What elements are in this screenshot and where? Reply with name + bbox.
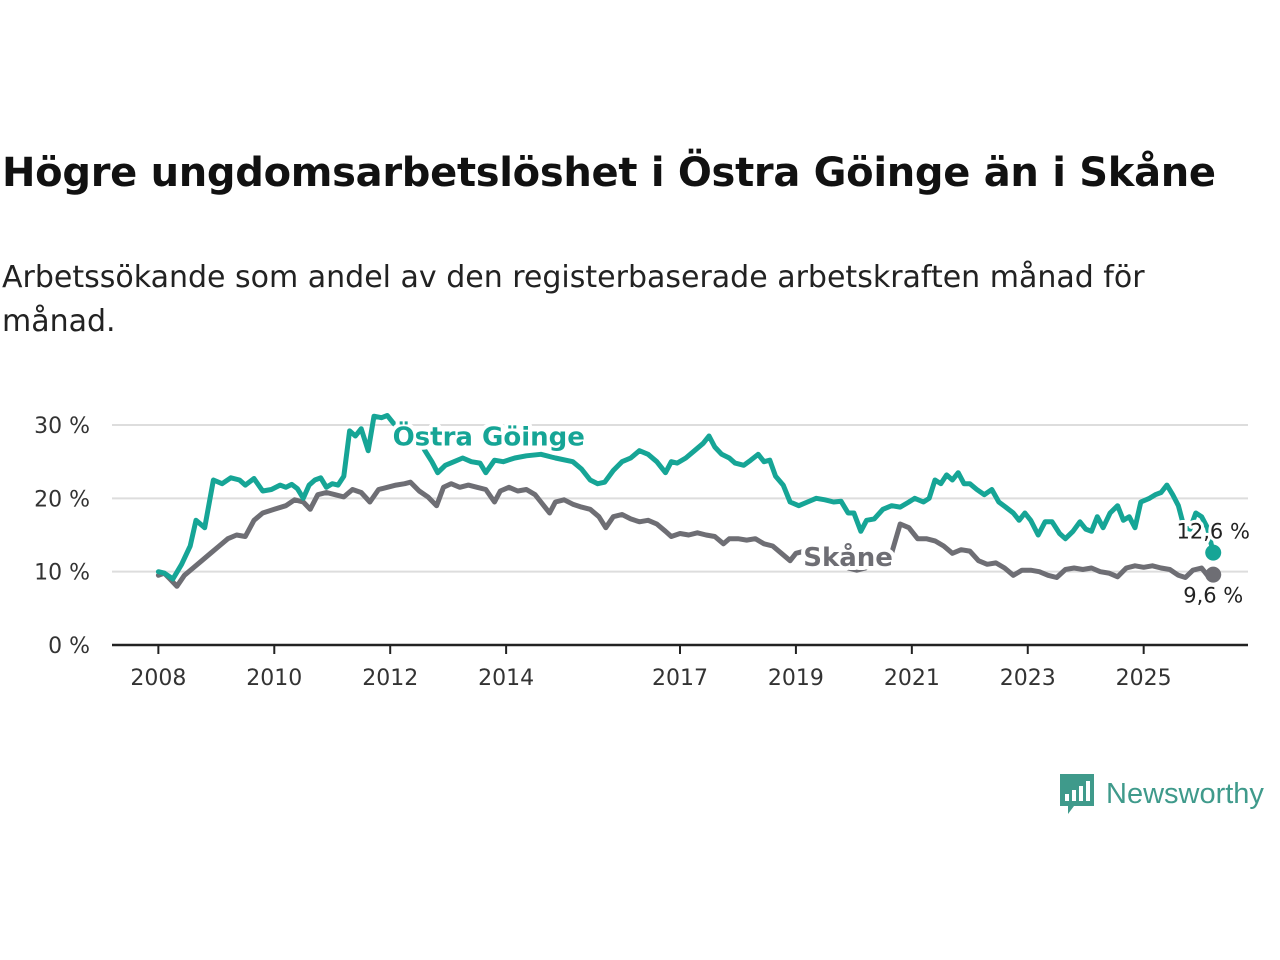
x-tick-label: 2008 [130, 666, 186, 691]
y-tick-label: 20 % [34, 487, 90, 512]
x-tick-label: 2014 [478, 666, 534, 691]
end-value-label-skane: 9,6 % [1183, 584, 1243, 608]
end-point-skane [1205, 566, 1222, 583]
newsworthy-logo-text: Newsworthy [1106, 777, 1264, 810]
y-axis-ticks: 0 % 10 % 20 % 30 % [34, 414, 90, 659]
newsworthy-logo-icon [1060, 774, 1094, 814]
x-tick-label: 2012 [362, 666, 418, 691]
series-lines [155, 413, 1222, 589]
line-chart: 0 % 10 % 20 % 30 % 2008 2010 2012 2014 2017 2019… [34, 413, 1253, 691]
x-tick-label: 2010 [246, 666, 302, 691]
x-tick-label: 2019 [768, 666, 824, 691]
chart-title: Högre ungdomsarbetslöshet i Östra Göinge… [2, 150, 1216, 196]
series-line-ostra-goinge [155, 413, 1216, 582]
series-labels: Östra Göinge Skåne 12,6 % 9,6 % [389, 416, 1253, 611]
series-label-ostra-goinge: Östra Göinge [393, 420, 585, 453]
end-point-ostra-goinge [1205, 544, 1222, 561]
newsworthy-logo: Newsworthy [1058, 772, 1264, 816]
y-tick-label: 30 % [34, 414, 90, 439]
series-line-skane [155, 479, 1216, 589]
y-tick-label: 0 % [48, 634, 90, 659]
x-axis-ticks: 2008 2010 2012 2014 2017 2019 2021 2023 2025 [130, 645, 1172, 691]
x-tick-label: 2021 [884, 666, 940, 691]
y-tick-label: 10 % [34, 561, 90, 586]
x-tick-label: 2023 [1000, 666, 1056, 691]
x-tick-label: 2017 [652, 666, 708, 691]
chart-subtitle: Arbetssökande som andel av den registerb… [2, 260, 1145, 339]
x-tick-label: 2025 [1116, 666, 1172, 691]
end-value-label-ostra-goinge: 12,6 % [1177, 520, 1250, 544]
series-label-skane: Skåne [803, 541, 893, 573]
